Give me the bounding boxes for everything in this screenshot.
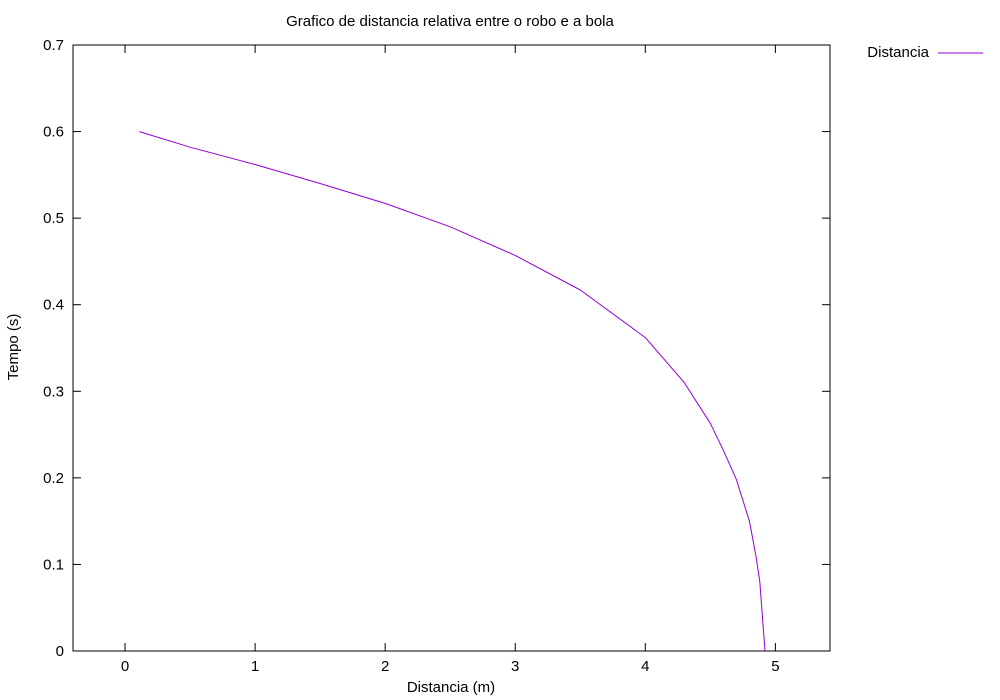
plot-area-border [72, 44, 831, 652]
series-layer [139, 131, 766, 652]
series-line-distancia [139, 131, 766, 652]
y-tick-label: 0.3 [43, 383, 64, 400]
y-tick-label: 0.7 [43, 37, 64, 54]
legend-label: Distancia [867, 44, 929, 61]
x-tick-label: 2 [381, 658, 389, 675]
y-axis: 0 0.1 0.2 0.3 0.4 0.5 0.6 0.7 [43, 37, 830, 660]
y-tick-label: 0.2 [43, 470, 64, 487]
chart-title: Grafico de distancia relativa entre o ro… [286, 13, 614, 30]
y-tick-label: 0 [56, 643, 64, 660]
x-tick-label: 0 [121, 658, 129, 675]
x-tick-label: 5 [771, 658, 779, 675]
x-tick-label: 1 [251, 658, 259, 675]
x-axis: 0 1 2 3 4 5 [121, 45, 780, 675]
y-tick-label: 0.1 [43, 556, 64, 573]
x-tick-label: 4 [641, 658, 649, 675]
y-axis-label: Tempo (s) [5, 314, 22, 381]
y-tick-label: 0.5 [43, 210, 64, 227]
y-tick-label: 0.6 [43, 124, 64, 141]
y-tick-label: 0.4 [43, 297, 64, 314]
x-tick-label: 3 [511, 658, 519, 675]
legend: Distancia [867, 44, 983, 61]
x-axis-label: Distancia (m) [407, 679, 495, 696]
